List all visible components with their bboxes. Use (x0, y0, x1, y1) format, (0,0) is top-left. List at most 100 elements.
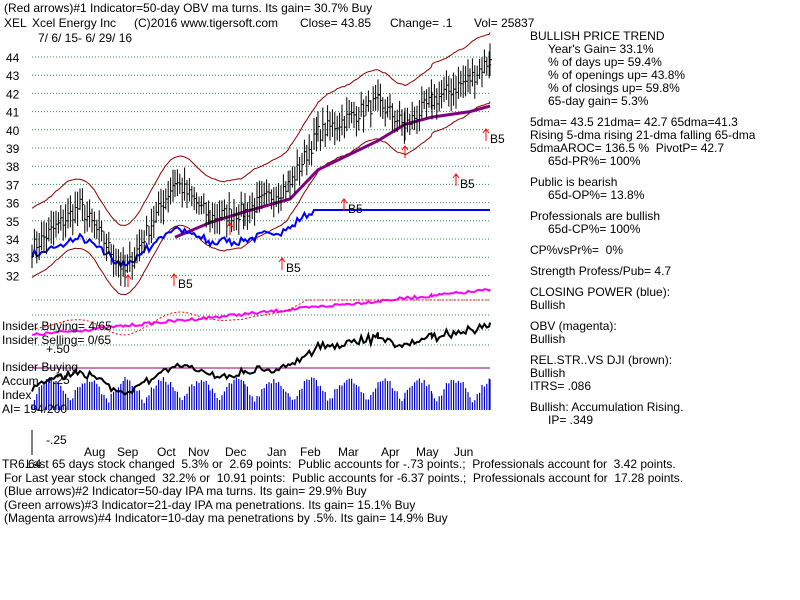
rising-dma: Rising 5-dma rising 21-dma falling 65-dm… (530, 128, 756, 142)
ticker-symbol: XEL (4, 16, 27, 30)
obv-value: Bullish (530, 332, 566, 346)
accum-plus50-label: +.50 (46, 342, 70, 356)
accum-minus25-label: -.25 (46, 433, 67, 447)
op-percent: 65d-OP%= 13.8% (548, 188, 645, 202)
y-tick-label: 37 (6, 178, 20, 192)
accum-plus25-label: +.25 (46, 373, 70, 387)
closing-power-value: Bullish (530, 298, 566, 312)
ip-value: IP= .349 (548, 413, 594, 427)
x-tick-label: Apr (381, 445, 400, 459)
trend-title: BULLISH PRICE TREND (530, 29, 665, 43)
y-tick-label: 36 (6, 197, 20, 211)
price-bands (31, 32, 491, 296)
closings-up: % of closings up= 59.8% (548, 81, 680, 95)
cp-vs-pr: CP%vsPr%= 0% (530, 243, 624, 257)
footer-line-1: Last 65 days stock changed 5.3% or 2.69 … (26, 457, 676, 471)
b5-annotation: B5 (348, 202, 363, 216)
red-arrow-icon (482, 128, 490, 141)
insider-buying-label-2: Insider Buying (2, 360, 79, 374)
y-tick-label: 38 (6, 160, 20, 174)
closing-power-label: CLOSING POWER (blue): (530, 285, 671, 299)
indicator-1-line: (Red arrows)#1 Indicator=50-day OBV ma t… (4, 1, 373, 15)
x-tick-label: Dec (225, 445, 246, 459)
y-tick-label: 44 (6, 51, 20, 65)
public-status: Public is bearish (530, 175, 618, 189)
red-arrow-icon (170, 273, 178, 286)
footer-line-4: (Green arrows)#3 Indicator=21-day IPA ma… (4, 497, 416, 512)
accum-label: Accum (2, 374, 39, 388)
gain-65: 65-day gain= 5.3% (548, 94, 649, 108)
rel-strength-line (31, 322, 491, 396)
signal-marks: B5 B5 B5 B5 B5 (124, 128, 505, 291)
obv-line (31, 288, 491, 336)
footer-text: Last 65 days stock changed 5.3% or 2.69 … (4, 457, 794, 526)
years-gain: Year's Gain= 33.1% (548, 42, 654, 56)
y-tick-label: 40 (6, 124, 20, 138)
accum-index-bars (31, 377, 491, 410)
red-arrow-icon (452, 173, 460, 186)
overlap-label: TR6.64 (2, 457, 42, 471)
b5-annotation: B5 (286, 261, 301, 275)
x-tick-label: Jun (454, 445, 473, 459)
b5-annotation: B5 (490, 132, 505, 146)
indicator-lines (31, 104, 491, 396)
dma-65-line (174, 104, 491, 239)
x-tick-label: Sep (117, 445, 139, 459)
footer-line-2: For Last year stock changed 32.2% or 10.… (4, 470, 684, 485)
itrs-value: ITRS= .086 (530, 379, 592, 393)
red-arrow-icon (278, 257, 286, 270)
days-up: % of days up= 59.4% (548, 55, 662, 69)
x-tick-label: Jan (267, 445, 286, 459)
pr-percent: 65d-PR%= 100% (548, 154, 641, 168)
red-arrow-icon (226, 222, 234, 235)
red-arrow-icon (340, 198, 348, 211)
rel-str-label: REL.STR..VS DJI (brown): (530, 353, 673, 367)
company-name: Xcel Energy Inc (32, 16, 117, 30)
rel-str-value: Bullish (530, 366, 566, 380)
close-value: Close= 43.85 (300, 16, 372, 30)
y-tick-label: 35 (6, 215, 20, 229)
x-tick-label: May (416, 445, 439, 459)
price-bars (31, 43, 492, 287)
b5-annotation: B5 (178, 277, 193, 291)
copyright: (C)2016 www.tigersoft.com (134, 16, 279, 30)
insider-buying-label: Insider Buying= 4/65 (2, 319, 112, 333)
ai-label: AI= 194/200 (2, 402, 68, 416)
change-value: Change= .1 (390, 16, 453, 30)
y-tick-label: 32 (6, 269, 20, 283)
red-arrow-icon (401, 145, 409, 158)
openings-up: % of openings up= 43.8% (548, 68, 686, 82)
red-arrow-icon (124, 274, 132, 287)
x-tick-label: Feb (300, 445, 321, 459)
date-range: 7/ 6/ 15- 6/ 29/ 16 (38, 31, 133, 45)
cp-percent: 65d-CP%= 100% (548, 222, 641, 236)
x-tick-label: Mar (338, 445, 359, 459)
y-tick-label: 39 (6, 142, 20, 156)
y-tick-label: 34 (6, 233, 20, 247)
rs-ma-line (31, 299, 490, 336)
index-label: Index (2, 388, 32, 402)
volume-value: Vol= 25837 (474, 16, 535, 30)
y-tick-label: 43 (6, 69, 20, 83)
aroc-pivot: 5dmaAROC= 136.5 % PivotP= 42.7 (530, 141, 725, 155)
lower-band (31, 101, 491, 296)
b5-annotation: B5 (460, 177, 475, 191)
dma-values: 5dma= 43.5 21dma= 42.7 65dma=41.3 (530, 115, 738, 129)
x-tick-label: Oct (157, 445, 176, 459)
x-tick-label: Nov (188, 445, 209, 459)
stats-panel: BULLISH PRICE TREND Year's Gain= 33.1% %… (530, 30, 795, 427)
strength-ratio: Strength Profess/Pub= 4.7 (530, 264, 672, 278)
footer-line-3: (Blue arrows)#2 Indicator=50-day IPA ma … (4, 484, 367, 498)
upper-band (31, 32, 491, 227)
y-tick-label: 33 (6, 251, 20, 265)
y-tick-label: 42 (6, 87, 20, 101)
footer-line-5: (Magenta arrows)#4 Indicator=10-day ma p… (4, 511, 448, 525)
accum-rising: Bullish: Accumulation Rising. (530, 400, 684, 414)
y-tick-label: 41 (6, 106, 20, 120)
x-tick-label: Aug (84, 445, 105, 459)
insider-selling-label: Insider Selling= 0/65 (2, 333, 112, 347)
professionals-status: Professionals are bullish (530, 209, 661, 223)
obv-label: OBV (magenta): (530, 319, 617, 333)
y-tick-labels: 44 43 42 41 40 39 38 37 36 35 34 33 32 (6, 51, 20, 283)
